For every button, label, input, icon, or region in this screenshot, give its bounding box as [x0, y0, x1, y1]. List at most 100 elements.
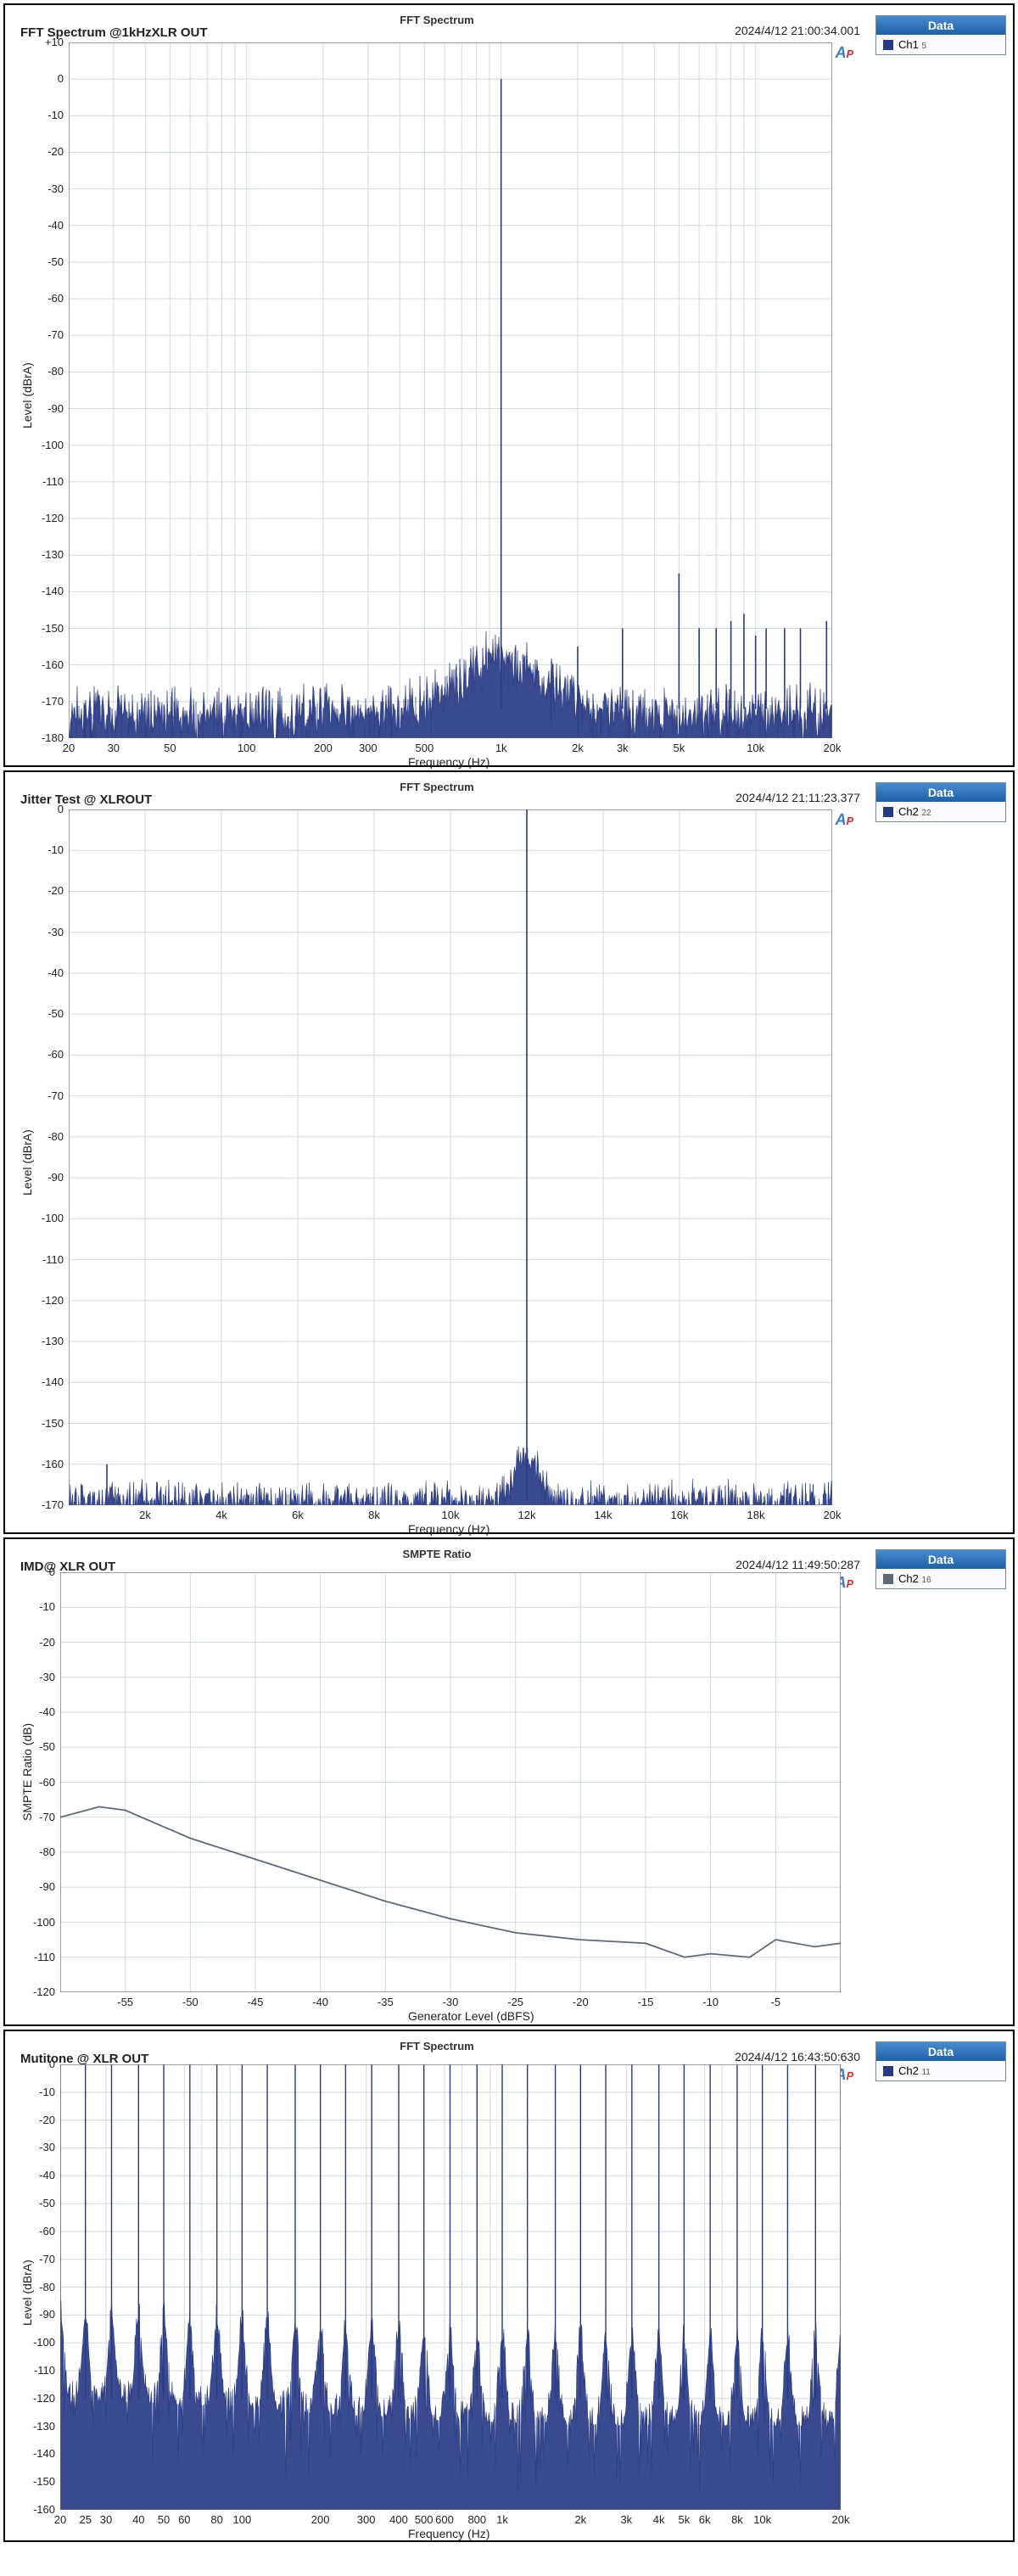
x-tick-label: 2k — [565, 742, 590, 754]
ap-logo: AP — [836, 44, 853, 62]
x-tick-label: 3k — [610, 742, 635, 754]
y-tick-label: -120 — [26, 2392, 55, 2405]
x-tick-label: 80 — [204, 2513, 230, 2526]
x-tick-label: 6k — [692, 2513, 718, 2526]
x-axis-label: Generator Level (dBFS) — [408, 2009, 534, 2023]
y-tick-label: 0 — [26, 2058, 55, 2070]
x-tick-label: 18k — [743, 1509, 769, 1521]
x-tick-label: -5 — [763, 1996, 788, 2008]
y-tick-label: 0 — [35, 72, 64, 85]
y-tick-label: -40 — [35, 219, 64, 232]
y-tick-label: -40 — [26, 1705, 55, 1718]
y-tick-label: -10 — [35, 109, 64, 121]
legend-swatch — [883, 2066, 893, 2076]
x-tick-label: 2k — [568, 2513, 593, 2526]
x-tick-label: 500 — [411, 742, 437, 754]
y-axis-label: SMPTE Ratio (dB) — [20, 1722, 34, 1820]
legend-box: DataCh2 22 — [875, 782, 1006, 822]
y-tick-label: -40 — [35, 966, 64, 979]
x-tick-label: 50 — [157, 742, 182, 754]
chart-region: SMPTE RatioIMD@ XLR OUT2024/4/12 11:49:5… — [5, 1539, 869, 2024]
y-tick-label: -20 — [35, 145, 64, 158]
x-tick-label: 20k — [819, 742, 845, 754]
legend-header: Data — [876, 2042, 1005, 2061]
x-tick-label: 4k — [209, 1509, 234, 1521]
legend-region: DataCh2 11 — [869, 2031, 1013, 2540]
x-tick-label: -35 — [372, 1996, 398, 2008]
y-tick-label: -80 — [35, 365, 64, 378]
chart-panel-imd: SMPTE RatioIMD@ XLR OUT2024/4/12 11:49:5… — [3, 1537, 1015, 2026]
x-tick-label: 16k — [667, 1509, 692, 1521]
x-tick-label: 60 — [171, 2513, 197, 2526]
y-tick-label: -110 — [35, 1253, 64, 1266]
x-tick-label: 400 — [386, 2513, 411, 2526]
y-tick-label: -90 — [26, 1880, 55, 1893]
y-tick-label: -120 — [26, 1985, 55, 1998]
y-tick-label: -90 — [35, 1171, 64, 1184]
y-tick-label: -50 — [35, 1007, 64, 1020]
y-tick-label: -60 — [26, 2225, 55, 2237]
y-tick-label: -110 — [26, 2364, 55, 2377]
ap-logo: AP — [836, 811, 853, 829]
y-tick-label: -170 — [35, 1498, 64, 1511]
x-tick-label: -30 — [438, 1996, 463, 2008]
y-tick-label: -130 — [35, 1335, 64, 1347]
x-tick-label: 200 — [310, 742, 336, 754]
x-tick-label: 10k — [438, 1509, 463, 1521]
y-tick-label: -50 — [35, 255, 64, 268]
y-tick-label: -130 — [26, 2420, 55, 2433]
x-tick-label: -50 — [177, 1996, 203, 2008]
y-tick-label: -20 — [26, 1636, 55, 1649]
legend-item: Ch1 5 — [876, 35, 1005, 54]
x-tick-label: 20k — [828, 2513, 853, 2526]
y-tick-label: -130 — [35, 548, 64, 561]
chart-panel-fft1k: FFT SpectrumFFT Spectrum @1kHzXLR OUT202… — [3, 3, 1015, 767]
y-tick-label: -100 — [26, 1916, 55, 1929]
x-tick-label: 20 — [48, 2513, 73, 2526]
x-tick-label: 1k — [489, 2513, 515, 2526]
legend-box: DataCh2 11 — [875, 2041, 1006, 2081]
y-axis-label: Level (dBrA) — [20, 362, 34, 428]
y-tick-label: -110 — [26, 1951, 55, 1963]
y-tick-label: 0 — [35, 803, 64, 815]
y-tick-label: -70 — [35, 1089, 64, 1102]
x-tick-label: -55 — [113, 1996, 138, 2008]
x-tick-label: 300 — [354, 2513, 379, 2526]
chart-timestamp: 2024/4/12 21:11:23.377 — [736, 791, 860, 804]
chart-timestamp: 2024/4/12 16:43:50:630 — [735, 2050, 860, 2064]
y-tick-label: -150 — [35, 622, 64, 635]
x-tick-label: 14k — [590, 1509, 616, 1521]
legend-header: Data — [876, 16, 1005, 35]
x-tick-label: 800 — [464, 2513, 489, 2526]
y-tick-label: -60 — [35, 1048, 64, 1061]
x-tick-label: 100 — [234, 742, 260, 754]
y-tick-label: -80 — [26, 1845, 55, 1858]
x-tick-label: -15 — [633, 1996, 658, 2008]
y-tick-label: +10 — [35, 36, 64, 48]
y-tick-label: -160 — [35, 1458, 64, 1470]
legend-label: Ch2 16 — [898, 1572, 931, 1585]
x-tick-label: 10k — [743, 742, 769, 754]
chart-timestamp: 2024/4/12 21:00:34.001 — [735, 24, 860, 37]
x-tick-label: 100 — [229, 2513, 255, 2526]
x-tick-label: 5k — [666, 742, 691, 754]
legend-region: DataCh2 22 — [869, 772, 1013, 1532]
x-tick-label: 6k — [285, 1509, 310, 1521]
y-tick-label: -160 — [35, 658, 64, 671]
x-tick-label: 1k — [489, 742, 514, 754]
legend-region: DataCh2 16 — [869, 1539, 1013, 2024]
y-tick-label: -30 — [26, 2141, 55, 2153]
legend-box: DataCh1 5 — [875, 15, 1006, 55]
x-tick-label: -20 — [568, 1996, 593, 2008]
chart-panel-multitone: FFT SpectrumMutitone @ XLR OUT2024/4/12 … — [3, 2030, 1015, 2542]
x-tick-label: 20k — [819, 1509, 845, 1521]
x-tick-label: 200 — [308, 2513, 333, 2526]
y-tick-label: -30 — [26, 1671, 55, 1683]
y-tick-label: 0 — [26, 1565, 55, 1578]
legend-box: DataCh2 16 — [875, 1549, 1006, 1589]
x-tick-label: 30 — [101, 742, 126, 754]
x-tick-label: -10 — [698, 1996, 724, 2008]
x-tick-label: 2k — [132, 1509, 158, 1521]
y-tick-label: -50 — [26, 2197, 55, 2209]
legend-item: Ch2 16 — [876, 1569, 1005, 1588]
